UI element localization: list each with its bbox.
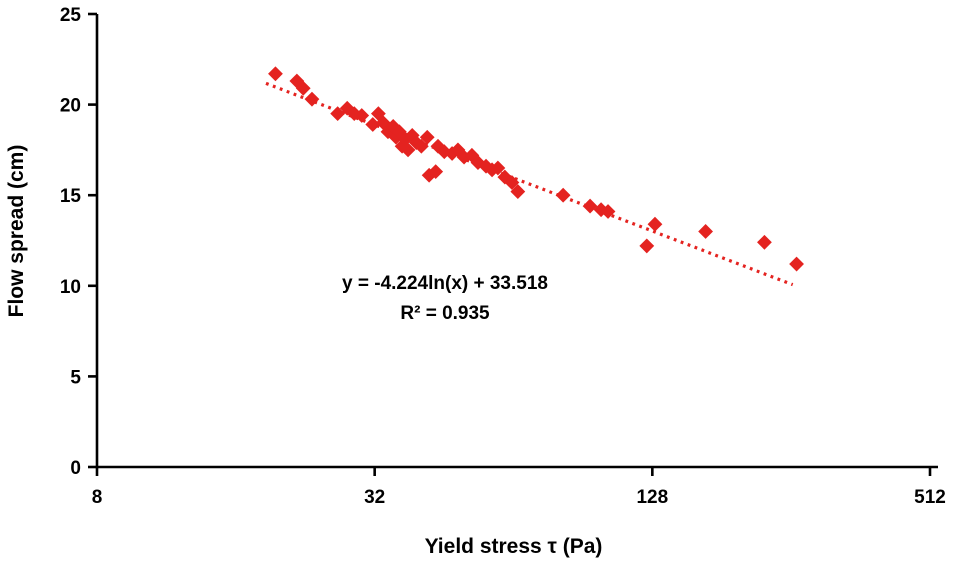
data-point xyxy=(600,204,616,219)
data-point xyxy=(289,73,305,89)
data-point xyxy=(789,256,804,272)
data-point xyxy=(365,117,381,132)
data-point xyxy=(639,238,655,254)
data-point xyxy=(456,149,472,165)
data-point xyxy=(510,184,526,199)
trendline-equation: y = -4.224ln(x) + 33.518 xyxy=(342,273,548,294)
data-point xyxy=(304,91,320,107)
y-tick-label: 15 xyxy=(60,186,82,207)
data-point xyxy=(647,216,663,232)
x-tick-label: 8 xyxy=(92,487,103,508)
data-point xyxy=(421,167,437,183)
x-tick-label: 128 xyxy=(636,487,668,508)
trendline xyxy=(265,81,794,287)
r-squared-label: R² = 0.935 xyxy=(400,303,490,324)
data-point xyxy=(436,144,452,160)
data-point xyxy=(400,142,416,158)
data-point xyxy=(478,158,494,174)
x-axis-title: Yield stress τ (Pa) xyxy=(424,535,603,558)
trendline-annotation: y = -4.224ln(x) + 33.518 R² = 0.935 xyxy=(295,269,595,329)
y-tick-label: 25 xyxy=(60,5,82,26)
data-point xyxy=(330,106,346,122)
data-point xyxy=(430,138,446,154)
data-point xyxy=(268,66,283,82)
x-tick-label: 512 xyxy=(914,487,946,508)
data-point xyxy=(698,224,714,239)
y-tick-label: 20 xyxy=(60,96,81,117)
data-point xyxy=(428,164,444,180)
x-tick-label: 32 xyxy=(364,487,385,508)
data-point xyxy=(419,129,435,145)
y-tick-label: 10 xyxy=(60,277,81,298)
data-point xyxy=(490,160,506,176)
y-tick-label: 0 xyxy=(70,458,81,479)
y-axis-title: Flow spread (cm) xyxy=(5,144,28,318)
data-point xyxy=(404,128,420,143)
y-tick-label: 5 xyxy=(70,367,81,388)
data-point xyxy=(354,108,370,123)
data-point xyxy=(295,80,311,96)
data-point xyxy=(757,234,772,250)
data-point xyxy=(413,138,429,154)
data-point xyxy=(555,187,571,203)
data-point xyxy=(504,175,520,190)
data-point xyxy=(408,135,424,151)
